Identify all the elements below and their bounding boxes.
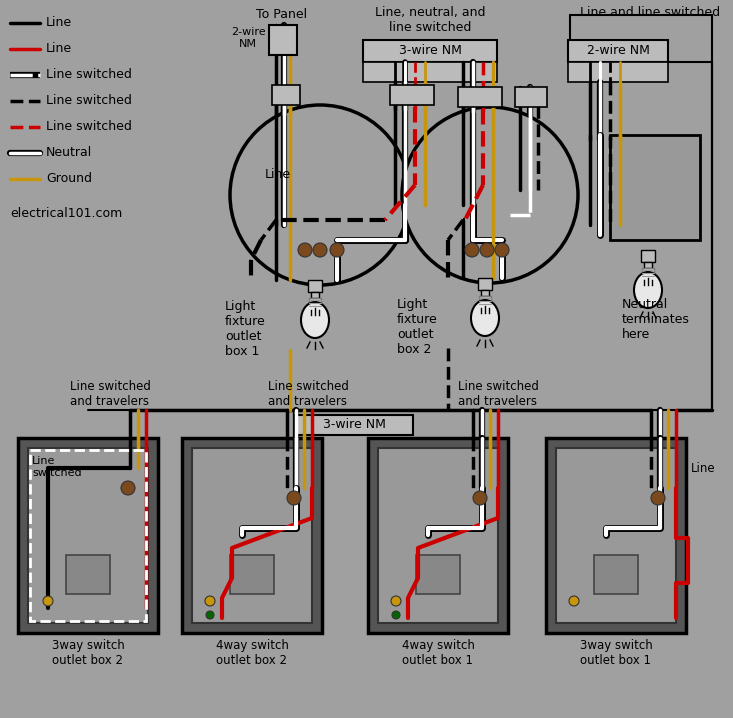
Bar — [182, 438, 322, 633]
Bar — [481, 290, 489, 296]
Bar — [230, 555, 274, 594]
Text: Neutral: Neutral — [46, 146, 92, 159]
Bar — [416, 555, 460, 594]
Bar — [568, 62, 668, 82]
Text: Neutral
terminates
here: Neutral terminates here — [622, 298, 690, 341]
Text: Light
fixture
outlet
box 1: Light fixture outlet box 1 — [225, 300, 266, 358]
Text: Line: Line — [265, 169, 291, 182]
Text: 2-wire
NM: 2-wire NM — [231, 27, 265, 49]
Circle shape — [480, 243, 494, 257]
Circle shape — [287, 491, 301, 505]
Bar — [478, 278, 492, 290]
Bar — [594, 555, 638, 594]
Bar — [308, 280, 322, 292]
Circle shape — [473, 491, 487, 505]
Circle shape — [206, 611, 214, 619]
Circle shape — [313, 243, 327, 257]
Bar — [309, 298, 321, 308]
Bar — [546, 438, 686, 633]
Circle shape — [230, 105, 410, 285]
Bar — [28, 448, 148, 623]
Bar — [66, 555, 110, 594]
Text: Line switched: Line switched — [46, 121, 132, 134]
Bar — [610, 135, 700, 240]
Text: 3-wire NM: 3-wire NM — [399, 45, 462, 57]
Bar — [363, 40, 497, 62]
Circle shape — [495, 243, 509, 257]
Text: Line: Line — [691, 462, 715, 475]
Bar — [378, 448, 498, 623]
Text: 3-wire NM: 3-wire NM — [323, 419, 386, 432]
Bar — [479, 296, 491, 306]
Bar — [641, 250, 655, 262]
Text: Line switched: Line switched — [46, 68, 132, 82]
Circle shape — [298, 243, 312, 257]
Text: Line: Line — [46, 17, 72, 29]
Ellipse shape — [301, 302, 329, 338]
Text: 4way switch
outlet box 2: 4way switch outlet box 2 — [216, 639, 289, 667]
Circle shape — [651, 491, 665, 505]
Circle shape — [43, 596, 53, 606]
Text: 3way switch
outlet box 2: 3way switch outlet box 2 — [51, 639, 125, 667]
Bar — [568, 40, 668, 62]
Bar — [30, 450, 146, 621]
Circle shape — [569, 596, 579, 606]
Circle shape — [205, 596, 215, 606]
Text: Line switched
and travelers: Line switched and travelers — [70, 380, 150, 408]
Bar — [390, 85, 434, 105]
Text: 3way switch
outlet box 1: 3way switch outlet box 1 — [580, 639, 652, 667]
Bar — [368, 438, 508, 633]
Text: To Panel: To Panel — [257, 8, 308, 21]
Ellipse shape — [471, 300, 499, 336]
Bar — [311, 292, 319, 298]
Bar — [458, 87, 502, 107]
Bar — [515, 87, 547, 107]
Text: Ground: Ground — [46, 172, 92, 185]
Text: Line and line switched: Line and line switched — [580, 6, 720, 19]
Ellipse shape — [634, 272, 662, 308]
Text: Line, neutral, and
line switched: Line, neutral, and line switched — [375, 6, 485, 34]
Bar — [272, 85, 300, 105]
Text: 4way switch
outlet box 1: 4way switch outlet box 1 — [402, 639, 474, 667]
Text: Line switched
and travelers: Line switched and travelers — [457, 380, 539, 408]
Text: Line
switched: Line switched — [32, 456, 81, 477]
Circle shape — [121, 481, 135, 495]
Bar — [18, 438, 158, 633]
Circle shape — [391, 596, 401, 606]
Text: Line: Line — [46, 42, 72, 55]
Text: electrical101.com: electrical101.com — [10, 207, 122, 220]
Circle shape — [402, 107, 578, 283]
Circle shape — [465, 243, 479, 257]
Bar — [642, 268, 654, 278]
Text: Line switched: Line switched — [46, 95, 132, 108]
Bar — [295, 415, 413, 435]
Bar — [269, 25, 297, 55]
Circle shape — [392, 611, 400, 619]
Bar — [644, 262, 652, 268]
Text: 2-wire NM: 2-wire NM — [586, 45, 649, 57]
Text: Light
fixture
outlet
box 2: Light fixture outlet box 2 — [397, 298, 438, 356]
Bar — [192, 448, 312, 623]
Bar — [363, 62, 497, 82]
Text: Line switched
and travelers: Line switched and travelers — [268, 380, 348, 408]
Bar — [556, 448, 676, 623]
Circle shape — [330, 243, 344, 257]
